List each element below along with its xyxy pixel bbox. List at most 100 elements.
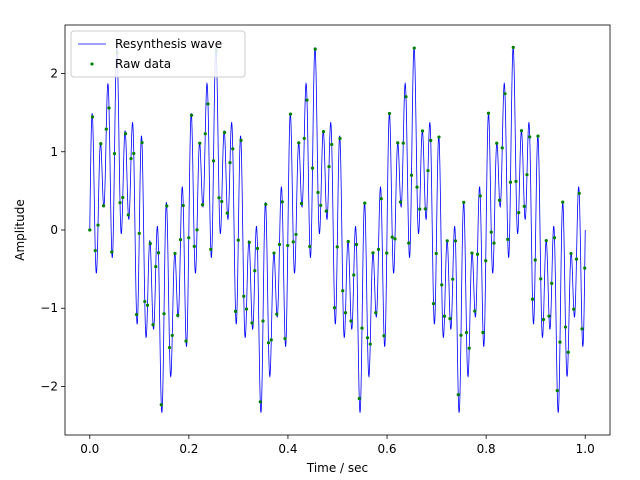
x-tick-label: 0.0: [80, 442, 99, 456]
raw-data-point: [272, 251, 276, 255]
raw-data-point: [552, 236, 557, 240]
raw-data-point: [112, 151, 117, 156]
raw-data-point: [390, 235, 394, 239]
raw-data-point: [137, 231, 141, 235]
raw-data-point: [583, 266, 587, 270]
raw-data-point: [294, 232, 298, 237]
raw-data-point: [412, 46, 416, 50]
raw-data-point: [107, 106, 111, 110]
raw-data-point: [316, 190, 320, 195]
raw-data-point: [445, 239, 449, 243]
raw-data-point: [495, 141, 499, 145]
raw-data-point: [217, 196, 221, 200]
raw-data-point: [189, 113, 194, 117]
raw-data-point: [431, 302, 436, 306]
raw-data-point: [154, 265, 158, 269]
legend: Resynthesis wave Raw data: [70, 30, 246, 78]
raw-data-point: [401, 141, 405, 145]
raw-data-point: [162, 312, 166, 316]
raw-data-point: [371, 251, 375, 255]
y-tick-label: −2: [40, 379, 58, 393]
raw-data-point: [525, 173, 529, 177]
raw-data-point: [368, 342, 372, 346]
raw-data-point: [360, 326, 364, 330]
raw-data-point: [291, 240, 295, 244]
raw-data-point: [222, 130, 227, 135]
legend-box: [70, 30, 246, 78]
raw-data-point: [517, 211, 521, 215]
raw-data-point: [486, 111, 491, 115]
x-tick-label: 0.4: [278, 442, 297, 456]
raw-data-point: [514, 179, 518, 183]
raw-data-point: [544, 238, 548, 243]
raw-data-point: [396, 141, 400, 145]
raw-data-point: [379, 197, 383, 201]
raw-data-point: [332, 306, 337, 310]
x-tick-label: 0.6: [377, 442, 396, 456]
raw-data-point: [489, 230, 493, 234]
y-tick-label: 0: [50, 223, 58, 237]
raw-data-point: [244, 307, 249, 311]
raw-data-point: [365, 336, 370, 340]
raw-data-point: [184, 339, 188, 343]
raw-data-point: [308, 244, 312, 249]
legend-entry-resynthesis: Resynthesis wave: [115, 37, 222, 51]
raw-data-point: [96, 223, 100, 227]
raw-data-point: [233, 309, 238, 313]
raw-data-point: [451, 277, 455, 281]
y-axis-label: Amplitude: [13, 199, 27, 261]
x-axis: 0.0 0.2 0.4 0.6 0.8 1.0: [80, 435, 595, 456]
raw-data-point: [569, 251, 573, 256]
raw-data-point: [343, 311, 348, 315]
raw-data-point: [530, 297, 535, 301]
raw-data-point: [541, 317, 546, 322]
raw-data-point: [231, 147, 235, 151]
raw-data-point: [173, 251, 177, 256]
raw-data-point: [258, 400, 262, 404]
raw-data-point: [203, 132, 207, 136]
raw-data-point: [283, 337, 287, 341]
raw-data-point: [437, 135, 441, 139]
raw-data-point: [442, 314, 447, 318]
raw-data-point: [420, 129, 425, 133]
raw-data-point: [264, 202, 268, 206]
raw-data-point: [156, 251, 161, 255]
raw-data-point: [239, 138, 243, 142]
x-tick-label: 0.2: [179, 442, 198, 456]
raw-data-point: [536, 134, 540, 138]
raw-data-point: [324, 209, 328, 213]
y-tick-label: 2: [50, 67, 58, 81]
y-axis: −2 −1 0 1 2: [40, 67, 65, 393]
raw-data-point: [398, 200, 403, 204]
raw-data-point: [299, 201, 304, 206]
raw-data-point: [253, 269, 257, 273]
raw-data-point: [352, 273, 356, 277]
raw-data-point: [475, 252, 480, 256]
raw-data-point: [118, 201, 122, 205]
raw-data-point: [148, 241, 152, 246]
raw-data-point: [519, 129, 524, 133]
raw-data-point: [288, 112, 293, 116]
y-tick-label: 1: [50, 145, 58, 159]
raw-data-point: [211, 159, 216, 163]
raw-data-point: [165, 204, 169, 208]
legend-entry-raw-data: Raw data: [115, 57, 171, 71]
raw-data-point: [555, 388, 559, 393]
raw-data-point: [508, 180, 513, 184]
raw-data-point: [497, 198, 502, 202]
raw-data-point: [577, 191, 581, 195]
raw-data-point: [407, 241, 411, 245]
raw-data-point: [255, 246, 260, 251]
raw-data-point: [228, 161, 232, 165]
raw-data-point: [547, 314, 551, 318]
raw-data-point: [346, 239, 350, 244]
raw-data-point: [321, 129, 326, 134]
raw-data-point: [140, 141, 144, 145]
raw-data-point: [481, 330, 485, 335]
raw-data-point: [434, 251, 438, 256]
raw-data-point: [580, 327, 584, 331]
raw-data-point: [250, 321, 254, 325]
raw-data-point: [305, 98, 309, 102]
